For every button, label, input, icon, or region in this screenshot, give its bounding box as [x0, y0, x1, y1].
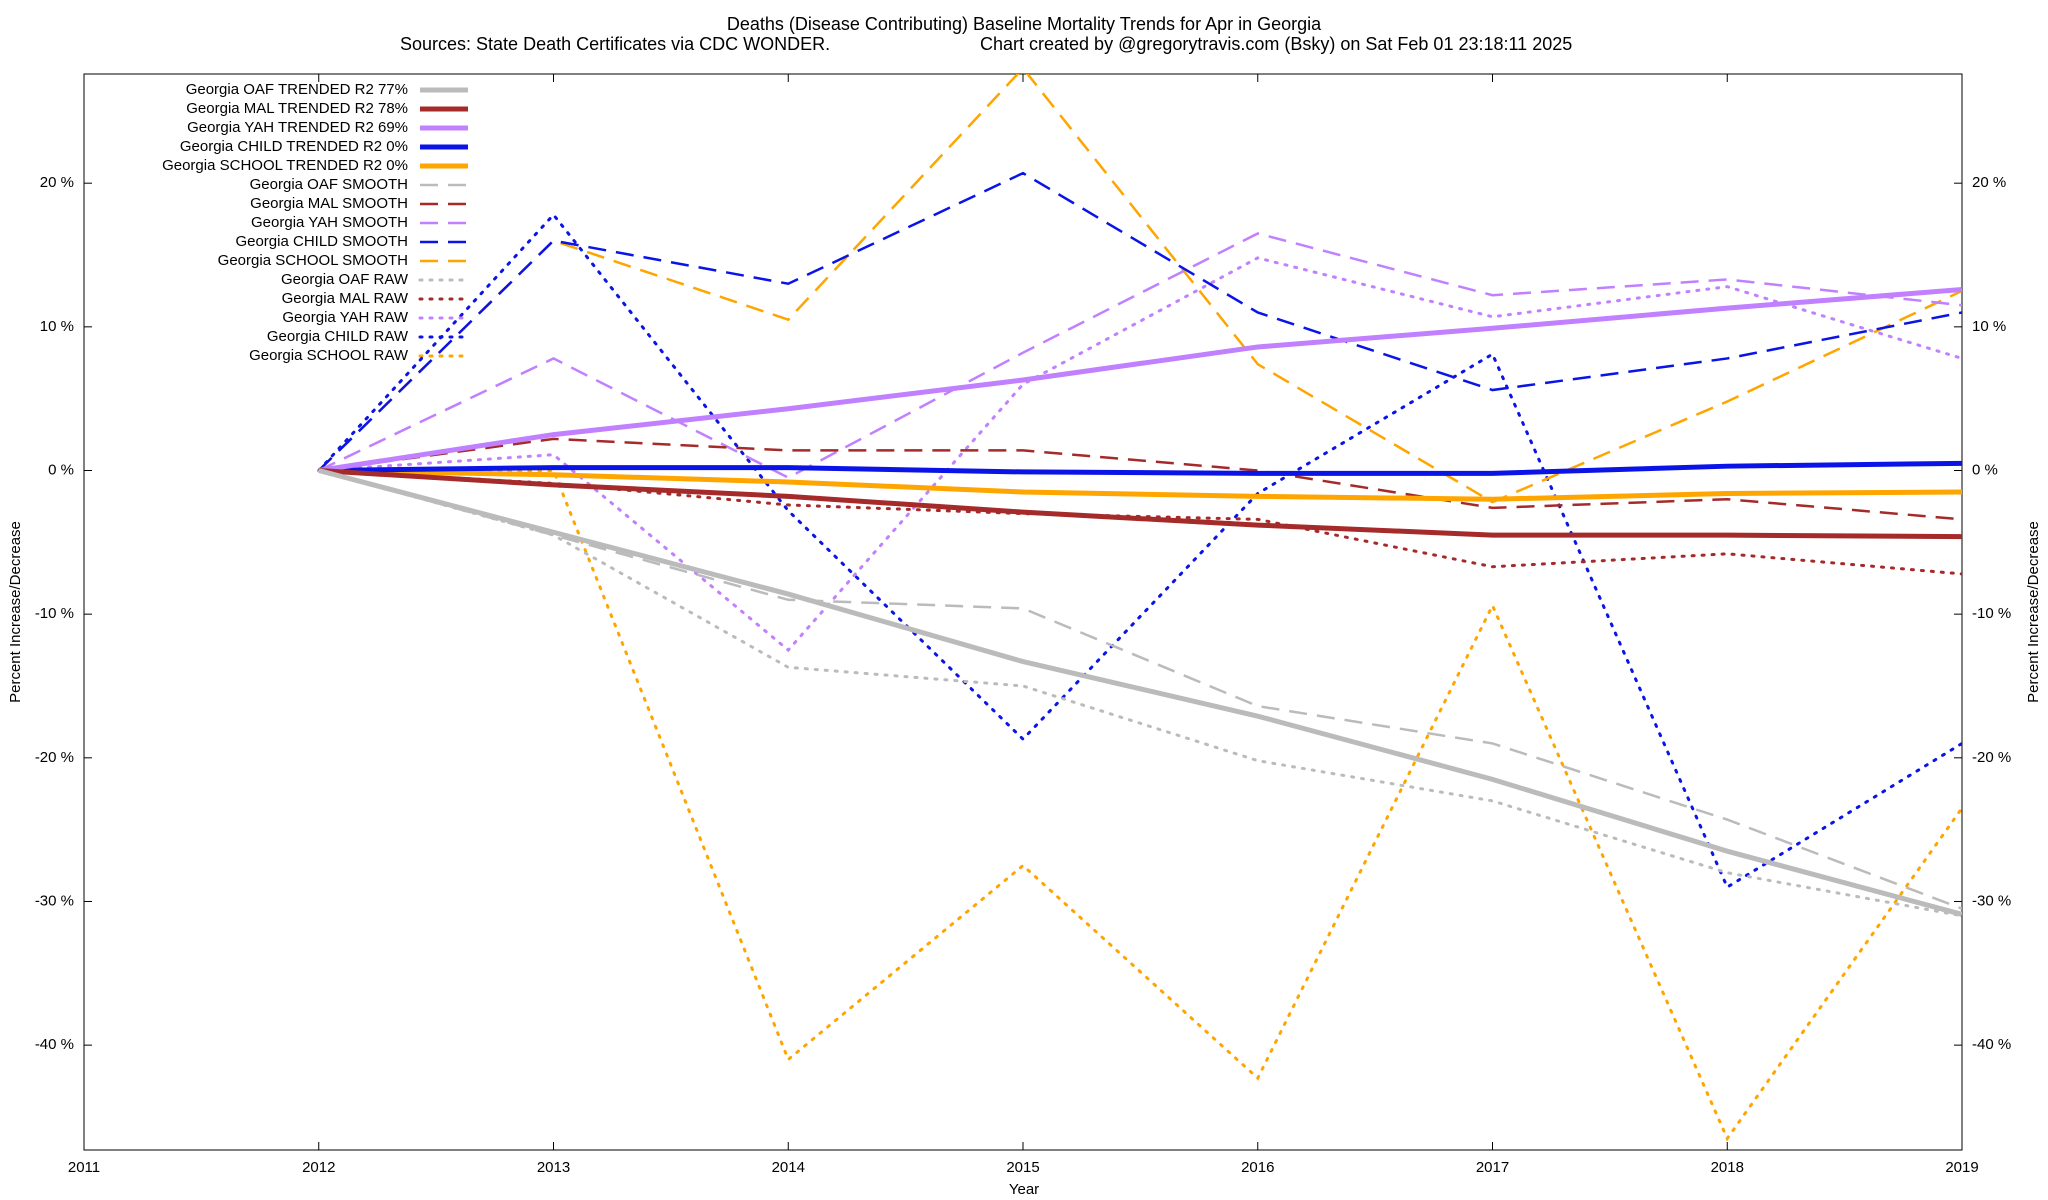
y-tick-label: 10 %: [40, 318, 74, 335]
y-tick-label: -30 %: [35, 892, 74, 909]
legend-label: Georgia SCHOOL RAW: [249, 347, 409, 364]
x-tick-label: 2016: [1241, 1159, 1274, 1176]
y2-tick-label: -30 %: [1972, 892, 2011, 909]
x-tick-label: 2014: [772, 1159, 805, 1176]
series-line: [318, 437, 1962, 521]
y-tick-label: -20 %: [35, 749, 74, 766]
x-tick-label: 2018: [1711, 1159, 1744, 1176]
y-tick-label: 20 %: [40, 174, 74, 191]
x-tick-label: 2013: [537, 1159, 570, 1176]
series-line: [318, 469, 1962, 910]
legend-label: Georgia MAL SMOOTH: [250, 195, 408, 212]
series-line: [318, 467, 1962, 502]
legend-label: Georgia YAH SMOOTH: [251, 214, 408, 231]
y2-tick-label: -20 %: [1972, 749, 2011, 766]
series-line: [318, 286, 1962, 473]
series-line: [317, 171, 1962, 472]
series-line: [318, 232, 1962, 480]
y2-tick-label: 0 %: [1972, 461, 1998, 478]
series-line: [317, 468, 1962, 1142]
legend-label: Georgia YAH RAW: [282, 309, 408, 326]
series-line: [318, 468, 1962, 540]
series-line: [318, 468, 1962, 917]
chart-title: Deaths (Disease Contributing) Baseline M…: [727, 14, 1322, 34]
legend-label: Georgia MAL TRENDED R2 78%: [186, 100, 408, 117]
legend-label: Georgia YAH TRENDED R2 69%: [187, 119, 408, 136]
series-line: [317, 256, 1962, 653]
series-line: [317, 212, 1962, 890]
series-line: [317, 74, 1962, 504]
y-tick-label: -10 %: [35, 605, 74, 622]
y2-tick-label: -10 %: [1972, 605, 2011, 622]
legend-label: Georgia SCHOOL TRENDED R2 0%: [162, 157, 408, 174]
x-tick-label: 2019: [1945, 1159, 1978, 1176]
legend-label: Georgia OAF SMOOTH: [250, 176, 408, 193]
y-axis-label: Percent Increase/Decrease: [7, 521, 24, 703]
x-tick-label: 2011: [68, 1159, 100, 1176]
chart-credit: Chart created by @gregorytravis.com (Bsk…: [980, 34, 1572, 54]
legend-label: Georgia CHILD SMOOTH: [235, 233, 408, 250]
y2-tick-label: -40 %: [1972, 1036, 2011, 1053]
chart-source: Sources: State Death Certificates via CD…: [400, 34, 830, 54]
legend-label: Georgia CHILD TRENDED R2 0%: [180, 138, 408, 155]
x-tick-label: 2017: [1476, 1159, 1509, 1176]
x-tick-label: 2015: [1006, 1159, 1039, 1176]
y2-axis-label: Percent Increase/Decrease: [2025, 521, 2042, 703]
legend-label: Georgia CHILD RAW: [267, 328, 409, 345]
x-tick-label: 2012: [302, 1159, 335, 1176]
legend-label: Georgia OAF RAW: [281, 271, 409, 288]
legend-label: Georgia MAL RAW: [282, 290, 409, 307]
y2-tick-label: 10 %: [1972, 318, 2006, 335]
y-tick-label: -40 %: [35, 1036, 74, 1053]
y-tick-label: 0 %: [48, 461, 74, 478]
legend-label: Georgia SCHOOL SMOOTH: [218, 252, 408, 269]
x-axis-label: Year: [1009, 1181, 1039, 1198]
legend-label: Georgia OAF TRENDED R2 77%: [186, 81, 408, 98]
series-line: [318, 460, 1962, 476]
y2-tick-label: 20 %: [1972, 174, 2006, 191]
series-line: [317, 468, 1962, 918]
